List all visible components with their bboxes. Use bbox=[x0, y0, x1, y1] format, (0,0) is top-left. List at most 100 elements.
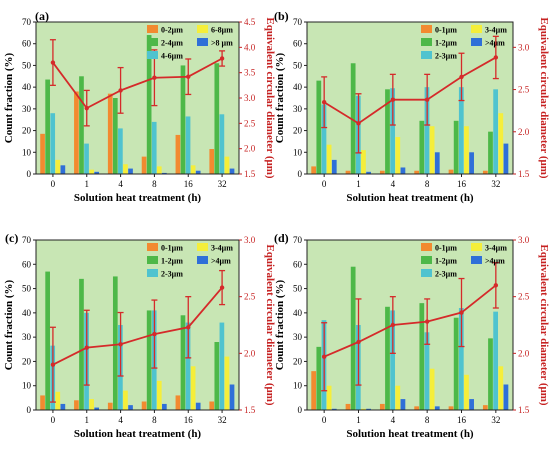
bar bbox=[180, 315, 186, 410]
bar bbox=[180, 65, 186, 174]
bar bbox=[60, 165, 66, 174]
x-tick-label: 0 bbox=[322, 179, 327, 189]
diameter-line bbox=[323, 284, 497, 358]
bar bbox=[379, 403, 385, 410]
line-point bbox=[186, 74, 191, 79]
y-tick-label: 40 bbox=[293, 308, 303, 318]
bar bbox=[453, 120, 459, 174]
bar bbox=[89, 169, 94, 174]
panel-label: (d) bbox=[274, 231, 289, 245]
legend-label: 2-3μm bbox=[435, 270, 457, 279]
bar bbox=[469, 152, 474, 174]
x-tick-label: 1 bbox=[85, 415, 90, 425]
bar bbox=[185, 116, 191, 174]
y2-tick-label: 1.5 bbox=[518, 169, 530, 179]
y2-tick-label: 2.5 bbox=[518, 292, 530, 302]
plot-frame bbox=[306, 21, 514, 175]
bar bbox=[84, 143, 89, 174]
plot-area bbox=[307, 240, 513, 410]
bar bbox=[361, 150, 366, 174]
x-axis-label: Solution heat treatment (h) bbox=[346, 428, 474, 440]
y2-tick-label: 2.0 bbox=[518, 127, 530, 137]
y-tick-label: 70 bbox=[22, 235, 32, 245]
bar bbox=[209, 401, 215, 410]
x-tick-label: 4 bbox=[118, 415, 123, 425]
bar bbox=[74, 400, 79, 410]
line-point bbox=[219, 285, 225, 290]
x-tick-label: 1 bbox=[356, 415, 361, 425]
legend-swatch bbox=[197, 38, 208, 46]
x-tick-label: 8 bbox=[152, 415, 157, 425]
y2-tick-label: 2.0 bbox=[244, 144, 256, 154]
bar bbox=[123, 164, 128, 174]
bar bbox=[156, 380, 162, 410]
bar bbox=[79, 278, 84, 410]
line-point bbox=[390, 322, 396, 328]
y-tick-label: 30 bbox=[22, 332, 32, 342]
line-point bbox=[50, 60, 56, 65]
legend-label: 2-3μm bbox=[161, 270, 183, 279]
legend-swatch bbox=[197, 243, 208, 251]
plot-area bbox=[36, 22, 239, 174]
plot-frame bbox=[35, 239, 240, 411]
bar bbox=[326, 144, 332, 174]
bar bbox=[195, 170, 201, 174]
line-point bbox=[390, 97, 396, 102]
y2-tick-label: 3.5 bbox=[244, 68, 256, 78]
y-tick-label: 10 bbox=[22, 147, 32, 157]
legend-label: 0-1μm bbox=[161, 244, 183, 253]
y-tick-label: 40 bbox=[22, 308, 32, 318]
x-tick-label: 8 bbox=[152, 179, 157, 189]
bar bbox=[345, 170, 351, 174]
bar bbox=[214, 342, 220, 410]
y-tick-label: 40 bbox=[22, 82, 32, 92]
bar bbox=[141, 401, 147, 410]
y-tick-label: 60 bbox=[293, 259, 303, 269]
bar bbox=[311, 371, 317, 410]
bar bbox=[190, 165, 196, 174]
y2-tick-label: 4.5 bbox=[244, 17, 256, 27]
y-axis-label: Count fraction (%) bbox=[3, 52, 15, 143]
legend-swatch bbox=[421, 256, 432, 264]
legend-label: 2-3μm bbox=[435, 52, 457, 61]
bar bbox=[448, 406, 454, 410]
y2-tick-label: 2.5 bbox=[244, 118, 256, 128]
bar bbox=[424, 87, 430, 174]
chart-panel: 0 10 20 30 40 50 60 70 1.5 2.0 2.5 3.0 0 1 4 8 16 32 Solut… bbox=[274, 231, 550, 440]
y-tick-label: 30 bbox=[293, 104, 303, 114]
y-axis-label: Count fraction (%) bbox=[3, 279, 15, 370]
x-tick-label: 32 bbox=[218, 179, 227, 189]
y2-tick-label: 1.5 bbox=[518, 405, 530, 415]
x-axis-label: Solution heat treatment (h) bbox=[346, 192, 474, 204]
bar bbox=[151, 121, 157, 174]
bar bbox=[162, 403, 167, 410]
bar bbox=[400, 167, 406, 174]
bar bbox=[311, 166, 317, 174]
legend-swatch bbox=[147, 256, 158, 264]
line-point bbox=[118, 342, 123, 347]
bar bbox=[214, 63, 220, 174]
x-tick-label: 32 bbox=[491, 415, 500, 425]
panel-label: (a) bbox=[35, 9, 49, 23]
y-tick-label: 50 bbox=[293, 284, 303, 294]
bar bbox=[493, 311, 499, 410]
legend-label: >4μm bbox=[485, 257, 505, 266]
y-tick-label: 20 bbox=[293, 356, 303, 366]
bar bbox=[55, 391, 61, 410]
bar bbox=[400, 399, 406, 410]
bar bbox=[503, 384, 509, 410]
y2-tick-label: 1.5 bbox=[244, 169, 256, 179]
line-point bbox=[152, 331, 157, 337]
bar bbox=[379, 170, 385, 174]
x-tick-label: 0 bbox=[322, 415, 327, 425]
bar bbox=[429, 126, 435, 174]
bar bbox=[434, 406, 440, 410]
bar bbox=[40, 395, 45, 410]
y2-tick-label: 3.0 bbox=[518, 235, 530, 245]
bar bbox=[229, 168, 235, 174]
legend-swatch bbox=[471, 25, 482, 33]
bar bbox=[331, 159, 337, 174]
legend-swatch bbox=[421, 243, 432, 251]
bar bbox=[107, 402, 113, 410]
